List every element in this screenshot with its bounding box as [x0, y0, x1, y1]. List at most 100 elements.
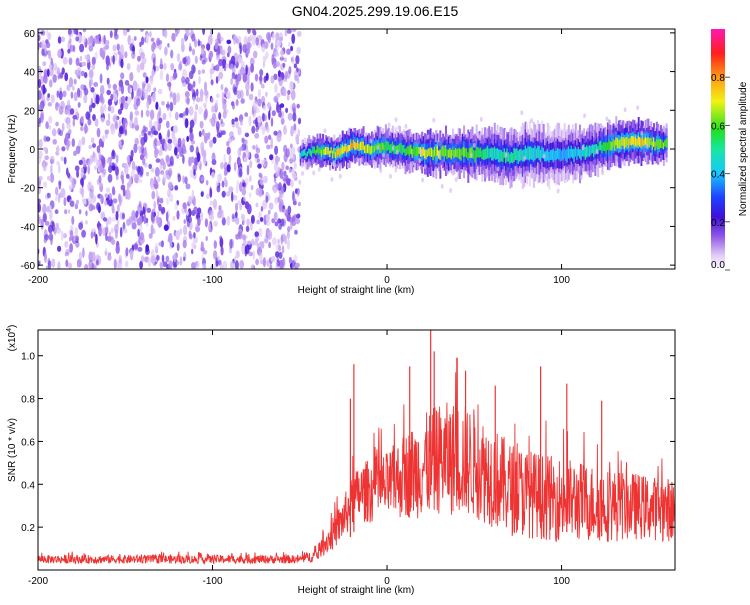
signal-cell: [472, 149, 475, 159]
signal-cell: [647, 137, 650, 146]
signal-halo: [558, 136, 561, 142]
signal-cell: [304, 148, 306, 156]
noise-blob: [157, 210, 160, 218]
noise-blob: [135, 210, 139, 218]
noise-blob: [276, 92, 281, 98]
noise-blob: [134, 110, 140, 116]
noise-blob: [235, 120, 239, 129]
snr-x-label: Height of straight line (km): [298, 585, 415, 596]
noise-blob: [167, 189, 172, 195]
noise-blob: [209, 139, 213, 148]
noise-blob: [94, 118, 99, 127]
noise-blob: [133, 36, 137, 41]
signal-cell: [579, 149, 581, 159]
signal-cell: [594, 144, 597, 155]
noise-blob: [286, 29, 292, 34]
signal-cell: [458, 148, 461, 160]
x-tick-label: 100: [553, 275, 570, 286]
signal-cell: [403, 144, 406, 153]
noise-blob: [64, 72, 69, 82]
noise-blob: [252, 100, 258, 111]
noise-blob: [88, 203, 94, 212]
signal-halo: [504, 152, 508, 158]
noise-blob: [238, 231, 241, 238]
noise-blob: [194, 38, 198, 48]
signal-cell: [390, 143, 393, 153]
noise-blob: [80, 70, 85, 77]
signal-cell: [602, 142, 605, 151]
noise-blob: [46, 68, 50, 77]
signal-cell: [337, 148, 340, 155]
noise-blob: [131, 244, 135, 252]
signal-cell: [577, 147, 580, 157]
noise-blob: [295, 217, 301, 225]
signal-halo: [449, 188, 453, 193]
noise-blob: [221, 190, 226, 198]
signal-halo: [523, 156, 527, 161]
signal-cell: [373, 146, 376, 153]
noise-blob: [273, 130, 278, 136]
signal-cell: [440, 146, 443, 156]
noise-blob: [167, 181, 173, 190]
noise-blob: [140, 52, 145, 59]
noise-blob: [105, 39, 110, 47]
noise-blob: [90, 78, 94, 86]
noise-blob: [174, 185, 179, 191]
noise-blob: [266, 259, 270, 267]
noise-blob: [92, 143, 96, 149]
signal-cell: [655, 139, 658, 146]
noise-blob: [258, 227, 263, 238]
noise-blob: [124, 162, 128, 169]
noise-blob: [213, 250, 218, 260]
noise-blob: [155, 216, 160, 226]
noise-blob: [76, 199, 79, 205]
signal-cell: [345, 146, 348, 154]
noise-blob: [72, 114, 78, 120]
signal-cell: [600, 140, 602, 151]
noise-blob: [251, 29, 256, 34]
noise-blob: [184, 118, 189, 129]
signal-cell: [523, 149, 526, 162]
noise-blob: [213, 205, 217, 210]
noise-blob: [46, 175, 51, 181]
noise-blob: [169, 240, 173, 250]
colorbar-tick-label: 0.2: [711, 218, 725, 229]
noise-blob: [84, 263, 89, 269]
noise-blob: [222, 58, 225, 69]
noise-blob: [250, 214, 255, 224]
noise-blob: [105, 55, 110, 66]
noise-blob: [98, 175, 102, 184]
noise-blob: [74, 165, 80, 172]
noise-blob: [237, 126, 242, 136]
noise-blob: [276, 101, 279, 112]
noise-blob: [67, 209, 71, 214]
noise-blob: [154, 242, 159, 252]
noise-blob: [106, 89, 111, 96]
noise-blob: [38, 90, 42, 101]
noise-blob: [289, 80, 294, 91]
signal-cell: [660, 138, 662, 148]
noise-blob: [202, 155, 207, 165]
noise-blob: [215, 64, 220, 72]
signal-cell: [431, 147, 433, 157]
signal-cell: [311, 150, 313, 158]
spectrogram-y-label: Frequency (Hz): [7, 115, 18, 184]
noise-blob: [191, 88, 195, 94]
noise-blob: [216, 185, 221, 193]
noise-blob: [169, 101, 174, 112]
noise-blob: [165, 73, 170, 83]
signal-halo: [394, 117, 398, 123]
noise-blob: [294, 188, 298, 194]
noise-blob: [151, 42, 155, 53]
noise-blob: [268, 134, 272, 140]
noise-blob: [200, 176, 205, 182]
noise-blob: [139, 61, 145, 71]
y-tick-label: 20: [24, 106, 36, 117]
noise-blob: [293, 254, 298, 263]
noise-blob: [179, 113, 184, 118]
noise-blob: [171, 32, 176, 42]
signal-halo: [382, 152, 386, 158]
signal-cell: [334, 152, 337, 158]
signal-cell: [542, 147, 545, 159]
noise-blob: [89, 189, 94, 199]
